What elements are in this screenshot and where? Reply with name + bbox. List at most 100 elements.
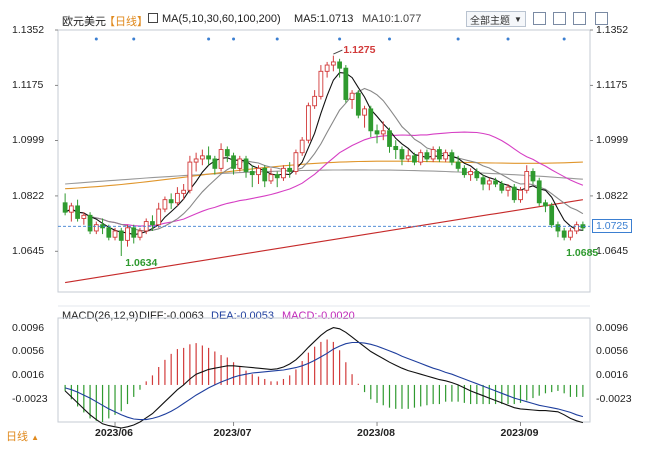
indicator-settings-icon[interactable]	[148, 13, 158, 23]
candle-body	[243, 158, 249, 172]
candle-body	[93, 224, 99, 232]
x-tick-label: 2023/07	[213, 427, 252, 439]
candle-body	[568, 230, 573, 238]
macd-y-label-left: -0.0023	[12, 392, 48, 405]
candle-body	[443, 152, 449, 160]
candle-body	[224, 149, 230, 157]
candle-body	[430, 149, 436, 160]
macd-y-label-right: 0.0056	[596, 345, 629, 358]
macd-params: MACD(26,12,9)	[62, 310, 139, 322]
candle-body	[549, 205, 555, 226]
macd-diff: DIFF:-0.0063	[139, 310, 204, 322]
event-marker	[94, 37, 98, 41]
x-tick-label: 2023/08	[357, 427, 395, 439]
event-marker	[388, 37, 391, 41]
candle-body	[199, 155, 205, 160]
y-label-right: 1.0822	[596, 189, 629, 202]
candle-body	[62, 202, 68, 213]
settings-icon[interactable]	[573, 12, 586, 25]
candle-body	[162, 199, 168, 210]
zoom-out-icon[interactable]	[553, 12, 566, 25]
current-price-box: 1.0725	[592, 219, 633, 234]
candle-body	[106, 227, 112, 238]
y-label-right: 1.0645	[596, 245, 629, 258]
candle-body	[281, 167, 286, 179]
candle-body	[206, 155, 211, 160]
candle-body	[374, 130, 380, 135]
y-label-right: 1.1352	[596, 24, 629, 36]
candle-body	[574, 224, 580, 232]
candle-body	[150, 221, 155, 226]
candle-body	[299, 139, 305, 154]
period-footer[interactable]: 日线 ▲	[6, 428, 39, 444]
event-marker	[456, 37, 460, 41]
ma-settings-label[interactable]: MA(5,10,30,60,100,200)	[162, 13, 281, 25]
candle-body	[187, 161, 193, 191]
theme-select-label: 全部主题	[470, 15, 511, 27]
candle-body	[175, 192, 180, 204]
y-label-left: 1.1175	[12, 79, 44, 92]
event-marker	[207, 37, 211, 41]
candle-body	[125, 227, 130, 241]
macd-diff-line	[64, 327, 584, 429]
candle-body	[561, 230, 567, 238]
candle-body	[511, 186, 517, 201]
candle-body	[486, 180, 492, 185]
candle-body	[449, 152, 455, 163]
candle-body	[181, 189, 187, 194]
y-label-left: 1.0645	[12, 245, 45, 258]
fullscreen-icon[interactable]	[595, 12, 608, 25]
candle-body	[455, 161, 461, 169]
candle-body	[262, 167, 268, 182]
candle-body	[156, 208, 162, 226]
event-marker	[232, 37, 236, 41]
period-tag[interactable]: 【日线】	[104, 16, 148, 28]
candle-body	[461, 167, 467, 176]
event-marker	[562, 37, 566, 41]
ma30-line	[64, 131, 584, 227]
ma200-line	[65, 199, 583, 284]
macd-pane-frame	[57, 317, 591, 423]
candle-body	[468, 171, 473, 176]
candle-body	[349, 92, 355, 100]
candle-body	[231, 155, 236, 169]
candle-body	[75, 205, 80, 219]
zoom-in-icon[interactable]	[533, 12, 546, 25]
candle-body	[274, 174, 280, 179]
candle-body	[131, 227, 137, 238]
macd-y-label-right: 0.0096	[596, 321, 629, 334]
event-marker	[338, 37, 342, 41]
ma60-line	[65, 160, 583, 190]
candle-body	[249, 171, 255, 176]
candle-body	[81, 214, 87, 219]
candle-body	[499, 183, 505, 191]
candle-body	[524, 171, 530, 191]
ma100-line	[65, 169, 583, 185]
candle-body	[418, 152, 424, 163]
event-marker	[506, 37, 510, 41]
candle-body	[399, 149, 405, 160]
candle-body	[218, 149, 224, 169]
event-marker	[132, 37, 136, 41]
candle-body	[268, 174, 274, 182]
candle-body	[474, 171, 480, 179]
candle-body	[437, 149, 442, 160]
y-label-left: 1.0822	[12, 189, 45, 202]
candle-body	[505, 186, 511, 191]
chart-title: 欧元美元	[62, 16, 106, 28]
candle-body	[387, 130, 392, 147]
candle-body	[137, 230, 143, 238]
y-label-left: 1.0999	[12, 134, 45, 147]
candle-body	[237, 158, 243, 169]
x-tick-label: 2023/06	[95, 427, 133, 439]
candle-body	[337, 61, 342, 69]
candle-body	[380, 130, 386, 135]
candle-body	[87, 214, 93, 232]
candle-body	[112, 230, 118, 238]
macd-y-label-left: 0.0056	[12, 345, 45, 358]
x-tick-label: 2023/09	[500, 427, 539, 439]
theme-select[interactable]: 全部主题 ▼	[466, 11, 526, 27]
candle-body	[355, 92, 361, 116]
